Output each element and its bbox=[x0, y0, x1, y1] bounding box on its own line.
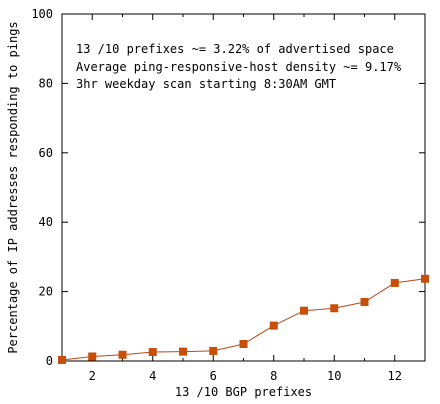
annotation-prefix-share: 13 /10 prefixes ~= 3.22% of advertised s… bbox=[76, 42, 394, 56]
data-point bbox=[421, 274, 429, 283]
x-tick-label: 12 bbox=[388, 369, 402, 383]
data-point bbox=[148, 347, 157, 356]
x-tick-label: 8 bbox=[270, 369, 277, 383]
y-tick-label: 60 bbox=[39, 146, 53, 160]
data-point bbox=[58, 355, 66, 364]
x-tick-label: 6 bbox=[210, 369, 217, 383]
annotation-scan-time: 3hr weekday scan starting 8:30AM GMT bbox=[76, 77, 336, 91]
y-tick-label: 80 bbox=[39, 76, 53, 90]
annotations: 13 /10 prefixes ~= 3.22% of advertised s… bbox=[76, 42, 402, 91]
data-point bbox=[390, 278, 399, 287]
y-tick-label: 20 bbox=[39, 285, 53, 299]
y-tick-label: 0 bbox=[46, 354, 53, 368]
data-point bbox=[300, 306, 308, 315]
data-point bbox=[209, 346, 218, 355]
data-point bbox=[118, 350, 127, 359]
x-tick-label: 2 bbox=[89, 369, 96, 383]
data-point bbox=[360, 298, 369, 307]
data-point bbox=[269, 321, 278, 330]
data-point bbox=[239, 339, 248, 348]
x-axis-label: 13 /10 BGP prefixes bbox=[175, 385, 312, 399]
x-tick-label: 4 bbox=[149, 369, 156, 383]
x-tick-label: 10 bbox=[327, 369, 341, 383]
data-point bbox=[330, 304, 339, 313]
y-tick-label: 100 bbox=[31, 7, 53, 21]
data-point bbox=[179, 347, 187, 356]
y-tick-label: 40 bbox=[39, 215, 53, 229]
y-axis-label: Percentage of IP addresses responding to… bbox=[6, 21, 20, 353]
annotation-density: Average ping-responsive-host density ~= … bbox=[76, 60, 402, 74]
series-layer bbox=[58, 274, 429, 364]
data-point bbox=[88, 352, 97, 361]
